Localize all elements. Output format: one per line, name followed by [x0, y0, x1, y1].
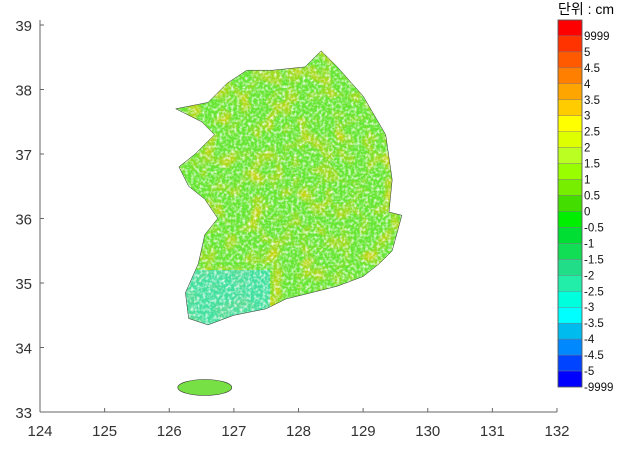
- map-axes: 124 125 126 127 128 129 130 131 132 33 34 35 36 37 38 3…: [15, 18, 569, 440]
- colorbar-bin: [557, 227, 583, 244]
- y-tick-label: 35: [15, 276, 32, 293]
- colorbar-bin: [557, 291, 583, 308]
- y-tick-label: 39: [15, 18, 32, 35]
- colorbar-label: 1: [584, 175, 590, 187]
- colorbar-bin: [557, 51, 583, 69]
- colorbar-bin: [557, 131, 583, 148]
- x-tick-label: 126: [157, 423, 182, 440]
- x-tick-label: 131: [480, 423, 505, 440]
- colorbar-bin: [557, 354, 583, 372]
- colorbar-unit-label: 단위 : cm: [558, 1, 614, 17]
- colorbar-label: -0.5: [584, 222, 604, 234]
- colorbar-label: 4.5: [584, 63, 600, 75]
- colorbar-bin: [557, 83, 583, 100]
- y-tick-label: 36: [15, 212, 32, 229]
- colorbar-bin: [557, 67, 583, 85]
- colorbar-bin: [557, 115, 583, 132]
- y-tick-label: 38: [15, 83, 32, 100]
- jeju-island: [177, 379, 233, 396]
- colorbar-bin: [557, 275, 583, 292]
- colorbar-bin: [557, 99, 583, 116]
- colorbar-bin: [557, 307, 583, 324]
- x-tick-label: 127: [221, 423, 246, 440]
- y-tick-label: 33: [15, 405, 32, 422]
- colorbar-label: 3: [584, 111, 590, 123]
- x-tick-label: 124: [27, 423, 52, 440]
- colorbar-label: -3.5: [584, 318, 604, 330]
- colorbar-bin: [557, 195, 583, 212]
- colorbar-bin: [557, 338, 583, 356]
- colorbar-label: 0.5: [584, 191, 600, 203]
- colorbar-label: 2.5: [584, 127, 600, 139]
- colorbar-bin: [557, 211, 583, 228]
- colorbar-label: -4: [584, 334, 595, 346]
- colorbar-label: -3: [584, 302, 594, 314]
- x-tick-label: 128: [286, 423, 311, 440]
- x-tick-label: 132: [544, 423, 569, 440]
- colorbar-label: 9999: [584, 31, 610, 43]
- x-tick-label: 125: [92, 423, 117, 440]
- colorbar-bin: [557, 322, 583, 340]
- y-tick-label: 34: [15, 341, 32, 358]
- colorbar-label: 0: [584, 206, 590, 218]
- x-tick-label: 129: [351, 423, 376, 440]
- colorbar-bin: [557, 147, 583, 164]
- colorbar-label: -2: [584, 270, 594, 282]
- colorbar-label: -5: [584, 366, 594, 378]
- colorbar-label: 1.5: [584, 159, 600, 171]
- colorbar-bin: [557, 179, 583, 196]
- colorbar-label: -9999: [584, 382, 613, 394]
- colorbar-bin: [557, 259, 583, 276]
- colorbar-label: -1.5: [584, 254, 604, 266]
- colorbar-bin: [557, 163, 583, 180]
- colorbar-label: 2: [584, 143, 590, 155]
- colorbar-label: -1: [584, 238, 594, 250]
- colorbar-label: -4.5: [584, 350, 604, 362]
- colorbar-bin: [557, 19, 583, 37]
- colorbar-label: -2.5: [584, 286, 604, 298]
- colorbar-bin: [557, 35, 583, 53]
- colorbar-bin: [557, 243, 583, 260]
- colorbar-bin: [557, 370, 583, 388]
- colorbar: 단위 : cm 9999 5 4.5 4 3.5 3 2.5 2 1.5 1 0.5 0 -0.5 -1 -1…: [557, 1, 614, 394]
- y-tick-label: 37: [15, 147, 32, 164]
- colorbar-label: 5: [584, 47, 590, 59]
- colorbar-label: 3.5: [584, 95, 600, 107]
- colorbar-label: 4: [584, 79, 591, 91]
- x-tick-label: 130: [415, 423, 440, 440]
